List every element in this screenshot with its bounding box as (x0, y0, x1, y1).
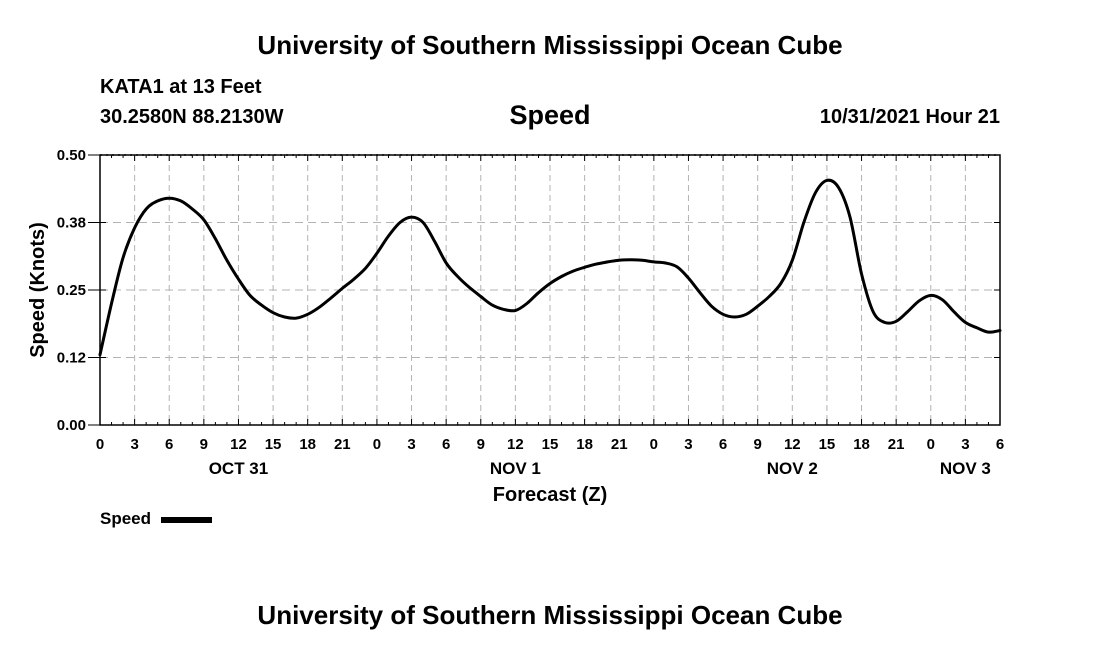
x-tick-label: 0 (373, 436, 381, 453)
x-tick-label: 9 (754, 436, 762, 453)
x-tick-label: 0 (96, 436, 104, 453)
y-tick-label: 0.38 (57, 215, 86, 232)
legend-label: Speed (100, 509, 152, 528)
x-tick-label: 12 (507, 436, 524, 453)
x-tick-label: 9 (200, 436, 208, 453)
x-tick-label: 0 (927, 436, 935, 453)
day-label: NOV 3 (940, 459, 991, 478)
forecast-timestamp: 10/31/2021 Hour 21 (819, 106, 1000, 128)
x-tick-label: 6 (996, 436, 1004, 453)
y-axis-label: Speed (Knots) (27, 222, 49, 358)
x-tick-label: 18 (853, 436, 870, 453)
y-tick-label: 0.12 (57, 350, 86, 367)
x-tick-label: 6 (719, 436, 727, 453)
x-tick-label: 6 (165, 436, 173, 453)
x-tick-label: 0 (650, 436, 658, 453)
chart-title: Speed (509, 100, 591, 130)
x-tick-label: 21 (334, 436, 351, 453)
x-tick-label: 15 (542, 436, 559, 453)
bottom-title: University of Southern Mississippi Ocean… (257, 600, 843, 630)
x-tick-label: 21 (888, 436, 905, 453)
day-label: NOV 1 (490, 459, 541, 478)
x-tick-label: 6 (442, 436, 450, 453)
x-tick-label: 21 (611, 436, 628, 453)
day-label: NOV 2 (767, 459, 818, 478)
x-tick-label: 12 (784, 436, 801, 453)
station-coords: 30.2580N 88.2130W (100, 106, 284, 128)
x-axis-label: Forecast (Z) (493, 484, 607, 506)
x-tick-label: 3 (684, 436, 692, 453)
x-tick-label: 3 (407, 436, 415, 453)
x-tick-label: 15 (819, 436, 836, 453)
y-tick-label: 0.25 (57, 282, 86, 299)
y-tick-label: 0.50 (57, 147, 86, 164)
y-axis: 0.00 0.12 0.25 0.38 0.50 (57, 147, 1000, 434)
top-title: University of Southern Mississippi Ocean… (257, 30, 843, 60)
legend-swatch (161, 517, 212, 523)
station-label: KATA1 at 13 Feet (100, 76, 262, 98)
x-tick-label: 18 (576, 436, 593, 453)
day-label: OCT 31 (209, 459, 269, 478)
day-labels: OCT 31 NOV 1 NOV 2 NOV 3 (209, 459, 991, 478)
speed-series-line (98, 178, 1002, 357)
x-tick-label: 15 (265, 436, 282, 453)
x-tick-label: 3 (130, 436, 138, 453)
x-tick-label: 9 (477, 436, 485, 453)
x-tick-label: 18 (299, 436, 316, 453)
y-tick-label: 0.00 (57, 417, 86, 434)
x-axis: 0 3 6 9 12 15 18 21 0 3 6 9 12 15 18 21 0 3 6 9 12 15 18 21 0 3 6 (96, 155, 1004, 453)
x-tick-label: 12 (230, 436, 247, 453)
x-tick-label: 3 (961, 436, 969, 453)
